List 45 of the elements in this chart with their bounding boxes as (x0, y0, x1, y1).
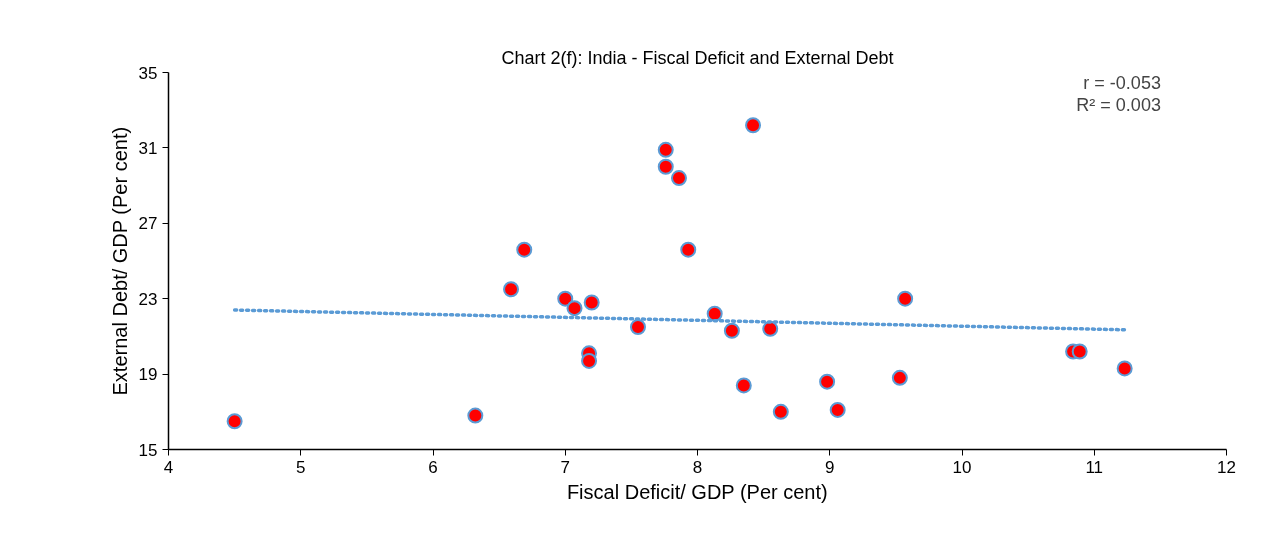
point (680, 241, 697, 258)
annotation: R² = 0.003 (1076, 95, 1161, 116)
point (670, 170, 687, 187)
annotation: r = -0.053 (1083, 73, 1161, 94)
x-tick-label: 8 (692, 457, 703, 477)
x-tick-label: 4 (163, 457, 174, 477)
point (581, 352, 598, 369)
point (762, 320, 779, 337)
point (557, 290, 574, 307)
x-tick-label: 10 (952, 457, 972, 477)
y-tick-label: 19 (138, 365, 158, 385)
x-tick-label: 9 (825, 457, 835, 477)
y-tick-label: 23 (138, 289, 158, 309)
x-tick-label: 6 (428, 457, 438, 477)
point (745, 117, 762, 134)
point (723, 322, 740, 339)
point (657, 141, 674, 158)
point (566, 300, 583, 317)
y-tick-label: 27 (138, 214, 158, 234)
point (583, 294, 600, 311)
point (657, 158, 674, 175)
point (467, 407, 484, 424)
point (819, 373, 836, 390)
point (226, 413, 243, 430)
x-tick-label: 7 (560, 457, 570, 477)
point (516, 241, 533, 258)
point (735, 377, 752, 394)
point (772, 403, 789, 420)
x-axis-title: Fiscal Deficit/ GDP (Per cent) (566, 480, 828, 503)
point (706, 305, 723, 322)
point (829, 401, 846, 418)
point (503, 281, 520, 298)
y-tick-label: 15 (138, 440, 158, 460)
x-tick-label: 12 (1217, 457, 1236, 477)
point (891, 369, 908, 386)
point (629, 318, 646, 335)
x-tick-label: 5 (296, 457, 306, 477)
y-tick-label: 31 (138, 138, 158, 158)
y-axis-title: External Debt/ GDP (Per cent) (108, 126, 131, 396)
point (897, 290, 914, 307)
point (1071, 343, 1088, 360)
chart-title: Chart 2(f): India - Fiscal Deficit and External Debt (501, 47, 894, 68)
x-tick-label: 11 (1085, 457, 1104, 477)
point (1116, 360, 1133, 377)
y-tick-label: 35 (138, 63, 158, 83)
